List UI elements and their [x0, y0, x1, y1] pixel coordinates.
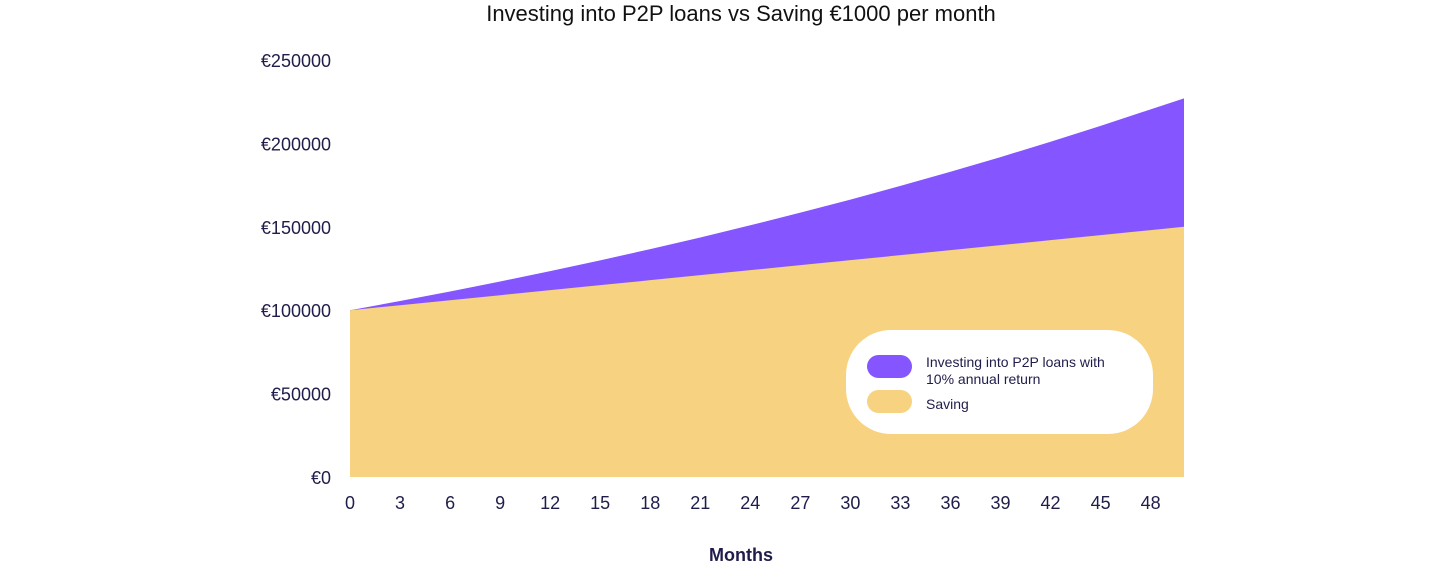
x-axis-ticks: 0 3 6 9 12 15 18 21 24 27 30 33 36 39 42 45 48 — [345, 493, 1161, 513]
x-tick-label: 3 — [395, 493, 405, 513]
x-tick-label: 39 — [991, 493, 1011, 513]
y-tick-label: €150000 — [261, 218, 331, 238]
y-tick-label: €50000 — [271, 385, 331, 405]
x-tick-label: 24 — [740, 493, 760, 513]
x-tick-label: 48 — [1141, 493, 1161, 513]
x-tick-label: 0 — [345, 493, 355, 513]
legend-label-0: Investing into P2P loans with 10% annual … — [926, 354, 1105, 387]
x-tick-label: 15 — [590, 493, 610, 513]
legend-label-line: 10% annual return — [926, 371, 1040, 387]
x-tick-label: 6 — [445, 493, 455, 513]
x-tick-label: 36 — [940, 493, 960, 513]
x-tick-label: 45 — [1091, 493, 1111, 513]
legend-label-1: Saving — [926, 396, 969, 412]
x-axis-label: Months — [709, 545, 773, 565]
legend-label-line: Investing into P2P loans with — [926, 354, 1105, 370]
y-tick-label: €250000 — [261, 51, 331, 71]
y-tick-label: €0 — [311, 468, 331, 488]
y-tick-label: €100000 — [261, 301, 331, 321]
x-tick-label: 33 — [890, 493, 910, 513]
x-tick-label: 42 — [1041, 493, 1061, 513]
x-tick-label: 30 — [840, 493, 860, 513]
legend: Investing into P2P loans with 10% annual … — [846, 330, 1153, 434]
y-tick-label: €200000 — [261, 134, 331, 154]
x-tick-label: 27 — [790, 493, 810, 513]
x-tick-label: 21 — [690, 493, 710, 513]
x-tick-label: 12 — [540, 493, 560, 513]
x-tick-label: 18 — [640, 493, 660, 513]
y-axis-ticks: €0 €50000 €100000 €150000 €200000 €250000 — [261, 51, 331, 488]
legend-swatch-0 — [867, 355, 912, 378]
legend-background — [846, 330, 1153, 434]
legend-swatch-1 — [867, 390, 912, 413]
legend-label-line: Saving — [926, 396, 969, 412]
chart-title: Investing into P2P loans vs Saving €1000… — [486, 1, 996, 26]
x-tick-label: 9 — [495, 493, 505, 513]
